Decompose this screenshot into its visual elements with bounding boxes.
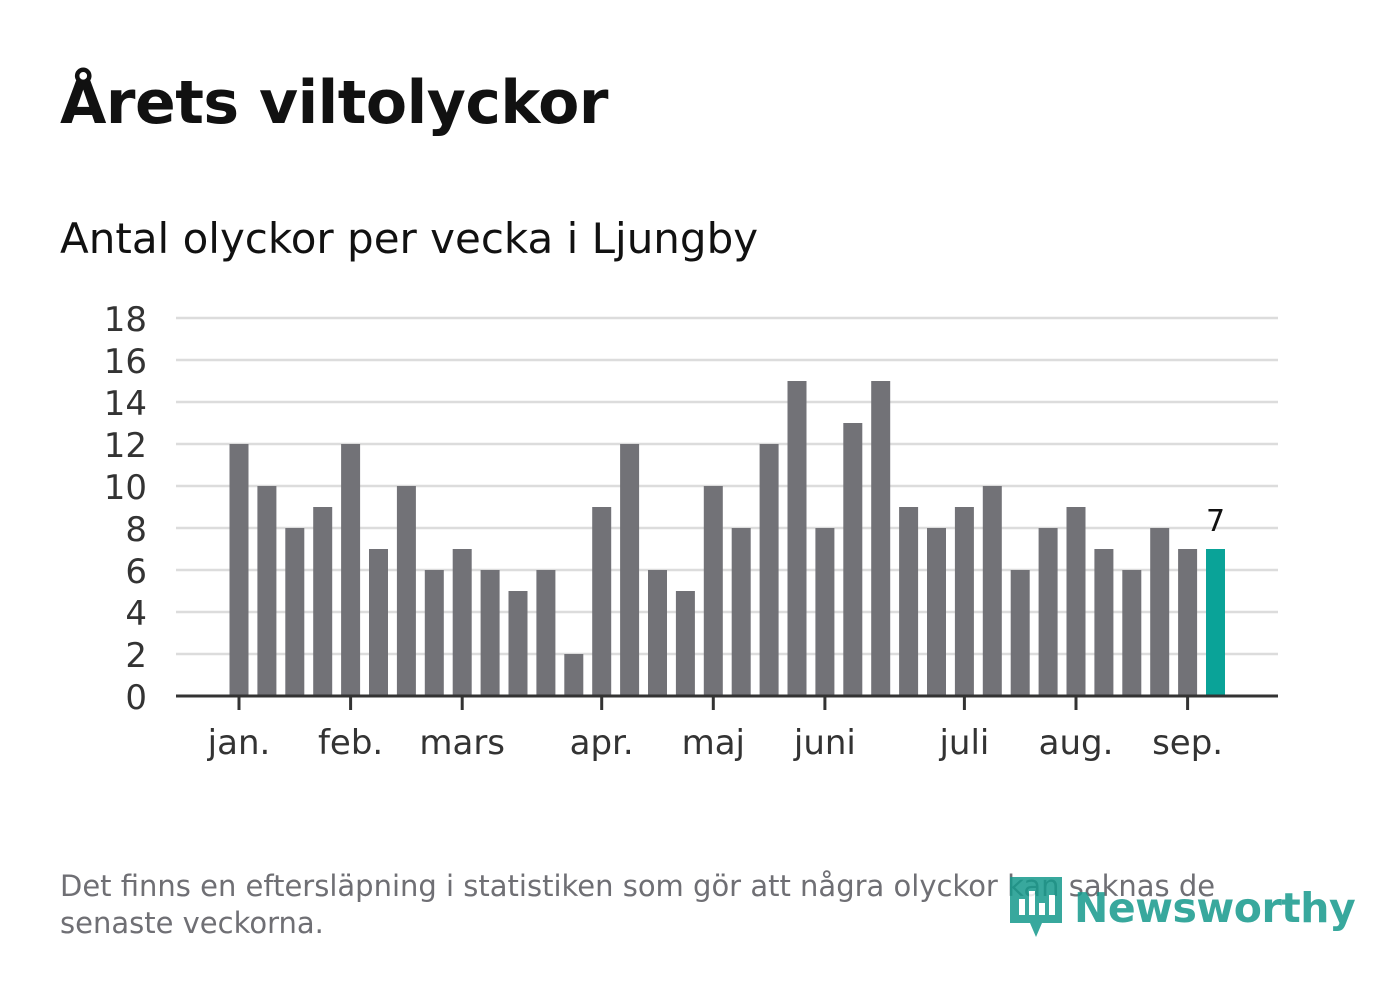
y-tick-label: 18	[104, 300, 147, 340]
y-tick-label: 6	[125, 552, 147, 592]
bar	[731, 528, 751, 696]
y-tick-label: 12	[104, 426, 147, 466]
y-tick-label: 10	[104, 468, 147, 508]
newsworthy-logo[interactable]: Newsworthy	[1010, 876, 1356, 940]
bar	[1066, 507, 1086, 696]
highlight-data-label: 7	[1206, 504, 1225, 539]
bar	[1094, 549, 1114, 696]
x-tick-label: feb.	[318, 723, 383, 763]
bar	[703, 486, 723, 696]
bar	[1010, 570, 1030, 696]
x-tick-label: aug.	[1039, 723, 1114, 763]
bar	[787, 381, 807, 696]
chart-title: Årets viltolyckor	[60, 68, 609, 138]
bar	[592, 507, 612, 696]
bar	[536, 570, 556, 696]
y-tick-label: 8	[125, 510, 147, 550]
bar	[396, 486, 416, 696]
bar	[369, 549, 388, 696]
bar	[759, 444, 779, 696]
bar	[982, 486, 1002, 696]
x-tick-label: jan.	[207, 723, 271, 763]
bar	[564, 654, 584, 696]
x-tick-label: juli	[938, 723, 989, 763]
bar	[508, 591, 528, 696]
bar	[648, 570, 667, 696]
bar	[1122, 570, 1142, 696]
highlight-bar	[1206, 549, 1225, 696]
bar	[424, 570, 444, 696]
bar	[341, 444, 361, 696]
x-tick-label: juni	[793, 723, 856, 763]
bar	[313, 507, 333, 696]
bar	[843, 423, 863, 696]
bar	[285, 528, 305, 696]
bar	[620, 444, 640, 696]
y-tick-label: 0	[125, 678, 147, 718]
y-tick-label: 2	[125, 636, 147, 676]
x-tick-label: maj	[682, 723, 745, 763]
x-tick-label: apr.	[570, 723, 634, 763]
y-tick-label: 16	[104, 342, 147, 382]
bar	[1178, 549, 1198, 696]
bar	[899, 507, 919, 696]
bar	[871, 381, 891, 696]
bar	[675, 591, 695, 696]
y-tick-label: 14	[104, 384, 147, 424]
x-tick-label: mars	[419, 723, 505, 763]
bar	[1150, 528, 1170, 696]
bar	[954, 507, 974, 696]
bar	[229, 444, 249, 696]
newsworthy-logo-icon	[1010, 877, 1062, 937]
bar	[815, 528, 835, 696]
x-tick-label: sep.	[1152, 723, 1223, 763]
brand-name: Newsworthy	[1074, 884, 1356, 932]
bar	[927, 528, 946, 696]
bar	[257, 486, 277, 696]
bar	[1038, 528, 1058, 696]
y-tick-label: 4	[125, 594, 147, 634]
bar	[480, 570, 500, 696]
bar	[452, 549, 472, 696]
chart-subtitle: Antal olyckor per vecka i Ljungby	[60, 214, 759, 263]
